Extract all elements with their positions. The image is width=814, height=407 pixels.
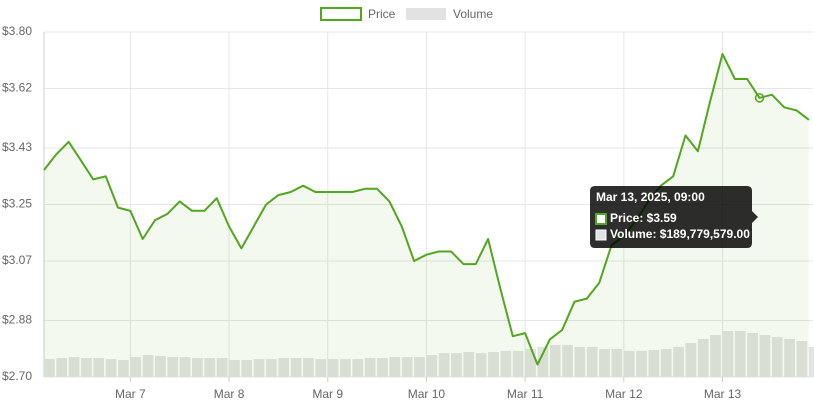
volume-bar [808, 346, 814, 377]
volume-bar [512, 350, 524, 377]
volume-bar [426, 355, 438, 377]
volume-bar [241, 359, 253, 377]
volume-bar [710, 334, 721, 377]
volume-bar [574, 346, 586, 377]
volume-bar [562, 344, 573, 377]
volume-bar [537, 346, 549, 377]
y-tick-label: $3.25 [2, 197, 32, 211]
volume-bar [340, 359, 351, 377]
x-tick-label: Mar 9 [312, 387, 343, 401]
volume-bar [364, 357, 376, 377]
y-tick-label: $3.43 [2, 140, 32, 154]
volume-bar [167, 357, 179, 377]
volume-bar [586, 346, 598, 377]
volume-bar [81, 357, 92, 377]
volume-bar [722, 331, 734, 377]
y-tick-label: $2.88 [2, 313, 32, 327]
volume-bar [290, 357, 302, 377]
volume-bar [438, 353, 450, 377]
x-tick-label: Mar 13 [704, 387, 742, 401]
volume-bar [463, 352, 475, 377]
legend-label: Volume [453, 7, 493, 21]
volume-bar [451, 353, 462, 377]
volume-bar [93, 357, 105, 377]
volume-bar [500, 350, 512, 377]
volume-bar [796, 340, 808, 377]
volume-bar [118, 359, 129, 377]
volume-bar [142, 355, 154, 377]
volume-bar [278, 357, 290, 377]
volume-bar [229, 359, 240, 377]
x-tick-label: Mar 8 [214, 387, 245, 401]
volume-bar [401, 357, 413, 377]
volume-bar [315, 359, 327, 377]
volume-bar [660, 348, 672, 377]
volume-bar [377, 357, 388, 377]
x-tick-label: Mar 10 [408, 387, 446, 401]
volume-bar [747, 332, 758, 377]
tooltip-title: Mar 13, 2025, 09:00 [596, 190, 705, 204]
x-tick-label: Mar 7 [115, 387, 146, 401]
volume-bar [266, 359, 277, 377]
volume-bar [771, 336, 783, 377]
y-tick-label: $2.70 [2, 369, 32, 383]
legend-swatch [406, 8, 446, 20]
legend-label: Price [368, 7, 396, 21]
y-tick-label: $3.80 [2, 24, 32, 38]
price-line [43, 53, 810, 366]
volume-bar [352, 359, 364, 377]
tooltip-line: Volume: $189,779,579.00 [610, 227, 750, 241]
legend-swatch [320, 7, 362, 21]
volume-bar [204, 357, 216, 377]
volume-bar [414, 357, 425, 377]
volume-bar [599, 348, 610, 377]
volume-bar [56, 357, 68, 377]
y-tick-label: $3.07 [2, 253, 32, 267]
tooltip-line: Price: $3.59 [610, 211, 677, 225]
volume-bar [105, 359, 117, 377]
volume-bar [525, 348, 536, 377]
y-tick-label: $3.62 [2, 81, 32, 95]
volume-bar [648, 350, 660, 377]
x-tick-label: Mar 11 [507, 387, 544, 401]
price-area [44, 54, 809, 377]
volume-bar [759, 335, 771, 377]
volume-bar [697, 338, 709, 377]
hover-point [754, 93, 765, 103]
x-tick-label: Mar 12 [605, 387, 643, 401]
volume-bar [734, 331, 746, 377]
volume-bar [636, 350, 647, 377]
volume-bar [303, 357, 314, 377]
volume-bar [179, 357, 191, 377]
volume-bar [192, 357, 203, 377]
volume-bar [673, 346, 684, 377]
volume-bar [475, 353, 487, 377]
volume-bar [44, 359, 55, 377]
tooltip-swatch [595, 213, 607, 225]
volume-bar [216, 357, 228, 377]
volume-bar [389, 357, 401, 377]
volume-bar [784, 338, 795, 377]
volume-bar [488, 352, 499, 377]
volume-bar [623, 350, 635, 377]
volume-bar [549, 344, 561, 377]
volume-bar [68, 357, 80, 377]
volume-bar [155, 355, 166, 377]
tooltip-swatch [595, 229, 607, 241]
volume-bar [327, 359, 339, 377]
volume-bar [611, 348, 623, 377]
tooltip-box [590, 186, 758, 248]
volume-bar [253, 359, 265, 377]
volume-bar [685, 342, 697, 377]
volume-bar [130, 357, 142, 377]
